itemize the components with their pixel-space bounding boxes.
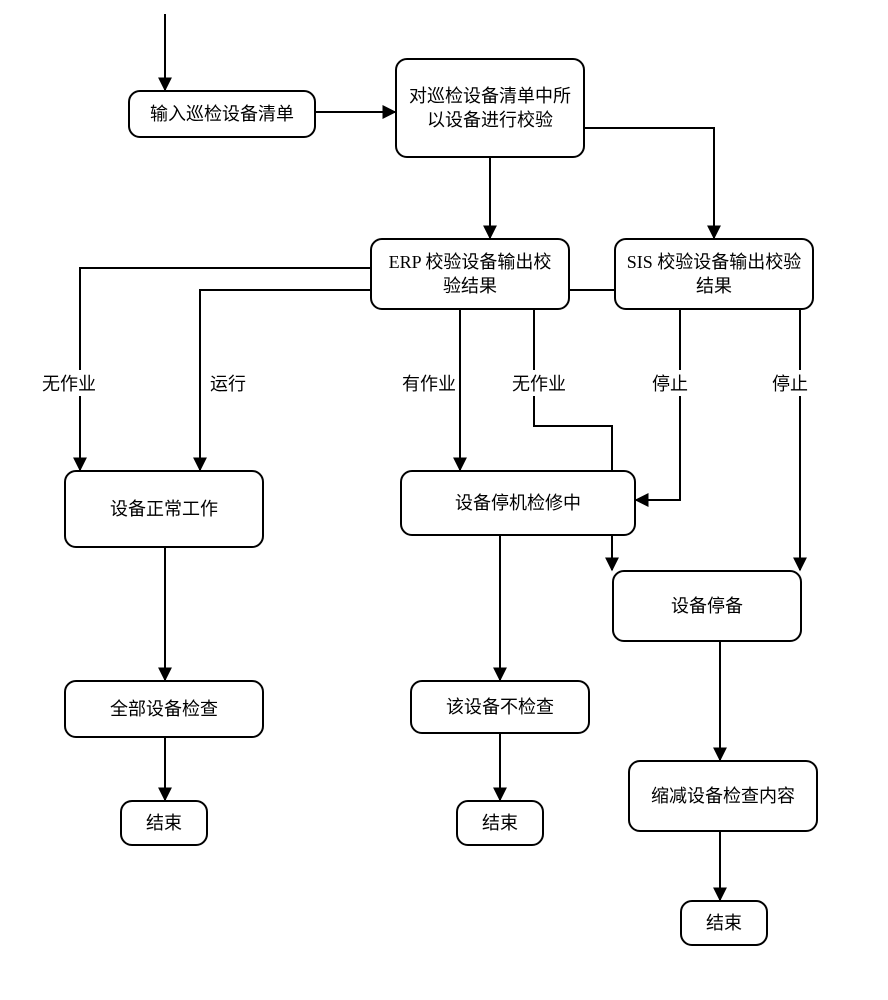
edge-e_n3_lwrap <box>80 268 370 470</box>
edge-label-e_n4_stop2: 停止 <box>770 370 810 396</box>
edge-label-e_n4_run: 运行 <box>208 370 248 396</box>
node-label: 输入巡检设备清单 <box>150 102 294 126</box>
node-sis-result: SIS 校验设备输出校验结果 <box>614 238 814 310</box>
node-device-normal: 设备正常工作 <box>64 470 264 548</box>
node-device-maint: 设备停机检修中 <box>400 470 636 536</box>
node-inspect-all: 全部设备检查 <box>64 680 264 738</box>
node-label: 该设备不检查 <box>446 695 554 719</box>
node-end-3: 结束 <box>680 900 768 946</box>
edge-e_n2_n4 <box>585 128 714 238</box>
node-end-1: 结束 <box>120 800 208 846</box>
node-no-inspect: 该设备不检查 <box>410 680 590 734</box>
node-label: 结束 <box>146 811 182 835</box>
node-label: ERP 校验设备输出校验结果 <box>382 250 558 299</box>
edge-label-e_n4_stop1: 停止 <box>650 370 690 396</box>
node-erp-result: ERP 校验设备输出校验结果 <box>370 238 570 310</box>
node-device-standby: 设备停备 <box>612 570 802 642</box>
node-label: 设备停备 <box>671 594 743 618</box>
edge-e_n4_stop1 <box>636 310 680 500</box>
node-end-2: 结束 <box>456 800 544 846</box>
edge-label-e_n3_nowk2: 无作业 <box>510 370 568 396</box>
node-verify-all: 对巡检设备清单中所以设备进行校验 <box>395 58 585 158</box>
node-label: 缩减设备检查内容 <box>651 784 795 808</box>
node-label: SIS 校验设备输出校验结果 <box>626 250 802 299</box>
node-label: 对巡检设备清单中所以设备进行校验 <box>407 84 573 133</box>
node-label: 全部设备检查 <box>110 697 218 721</box>
node-label: 设备正常工作 <box>110 497 218 521</box>
node-reduce-inspect: 缩减设备检查内容 <box>628 760 818 832</box>
edge-label-e_n3_work: 有作业 <box>400 370 458 396</box>
node-label: 结束 <box>482 811 518 835</box>
edge-label-e_n3_lwrap: 无作业 <box>40 370 98 396</box>
node-label: 设备停机检修中 <box>455 491 581 515</box>
node-input-list: 输入巡检设备清单 <box>128 90 316 138</box>
node-label: 结束 <box>706 911 742 935</box>
